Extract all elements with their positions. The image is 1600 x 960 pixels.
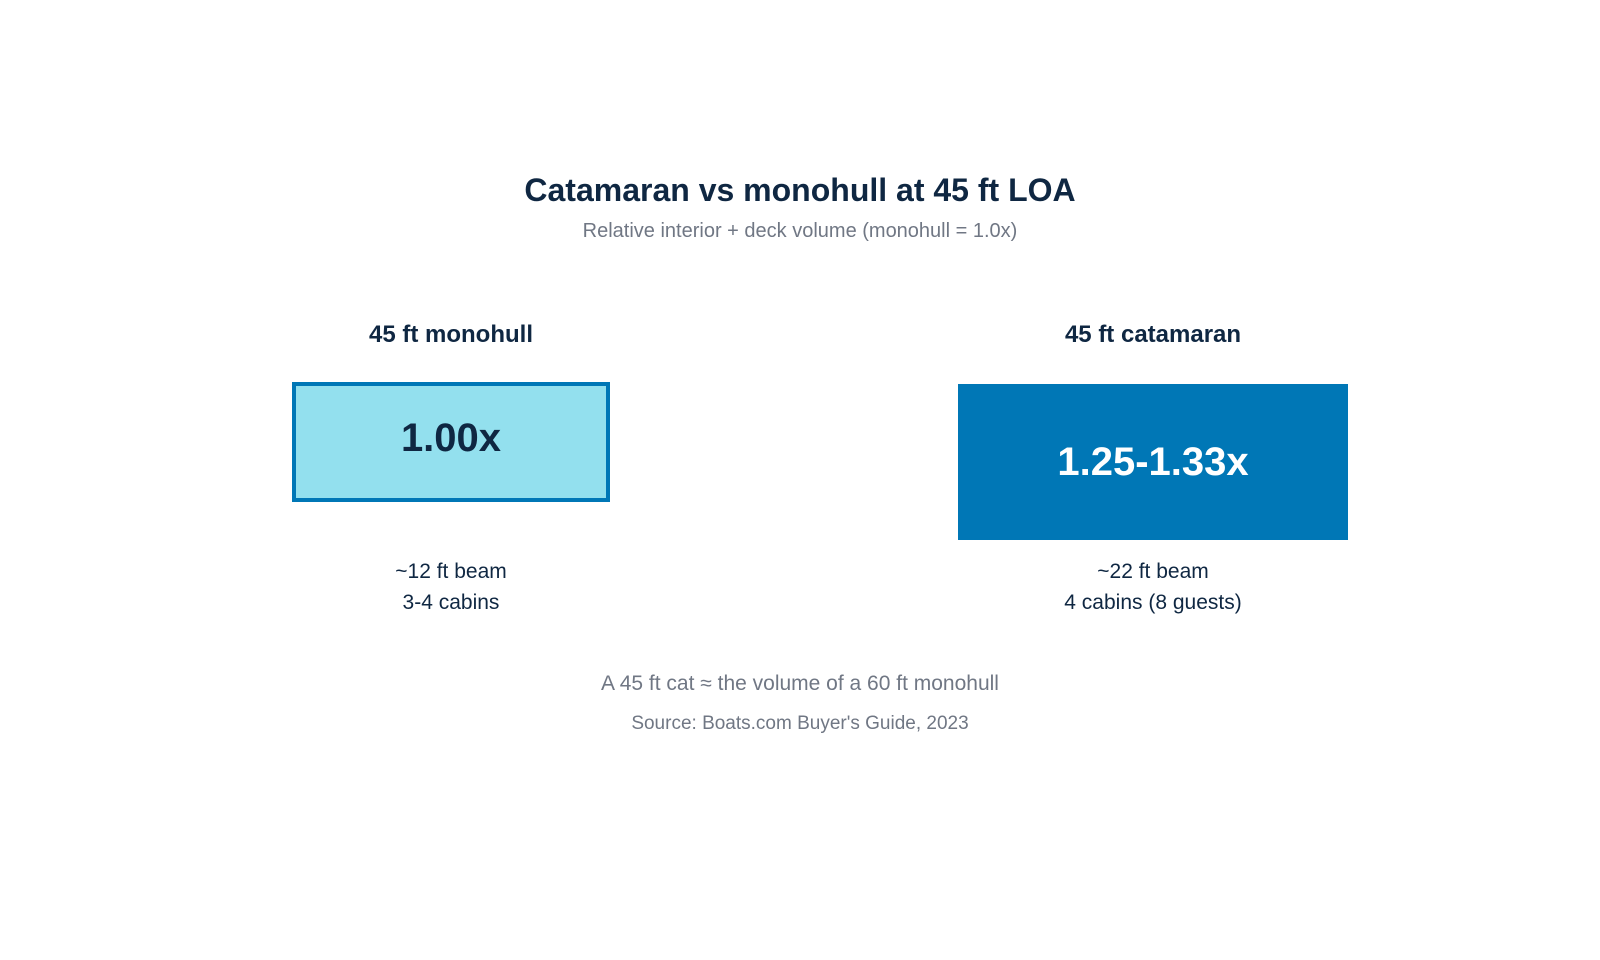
catamaran-volume-box: 1.25-1.33x [958, 384, 1348, 540]
source-citation: Source: Boats.com Buyer's Guide, 2023 [631, 713, 969, 734]
monohull-volume-box: 1.00x [292, 382, 610, 502]
monohull-volume-value: 1.00x [400, 416, 502, 460]
monohull-beam: ~12 ft beam [395, 560, 507, 583]
comparison-footnote: A 45 ft cat ≈ the volume of a 60 ft mono… [601, 672, 999, 695]
monohull-cabins: 3-4 cabins [402, 591, 500, 614]
monohull-label: 45 ft monohull [369, 321, 533, 348]
catamaran-volume-value: 1.25-1.33x [1057, 440, 1249, 484]
catamaran-notes: ~22 ft beam 4 cabins (8 guests) [958, 556, 1348, 618]
catamaran-cabins: 4 cabins (8 guests) [1064, 591, 1242, 614]
catamaran-beam: ~22 ft beam [1097, 560, 1209, 583]
monohull-notes: ~12 ft beam 3-4 cabins [292, 556, 610, 618]
chart-title: Catamaran vs monohull at 45 ft LOA [524, 172, 1076, 208]
chart-subtitle: Relative interior + deck volume (monohul… [582, 220, 1018, 242]
catamaran-label: 45 ft catamaran [1064, 321, 1242, 348]
